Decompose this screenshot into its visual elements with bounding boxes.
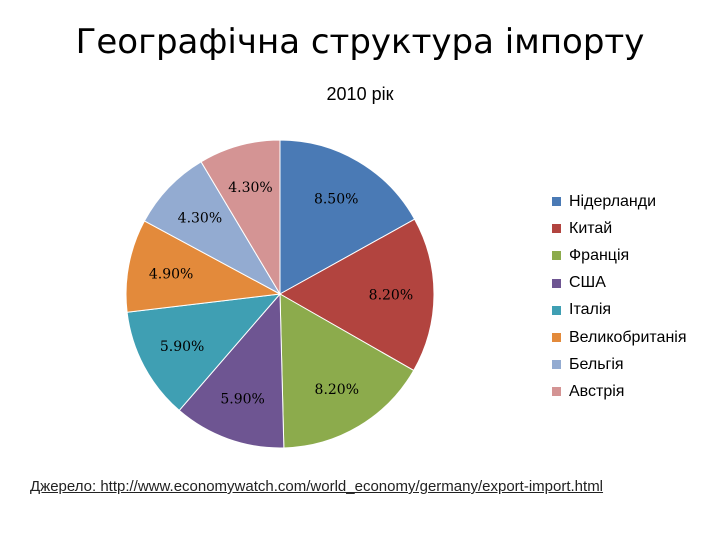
pie-slice-8 [200, 139, 281, 296]
legend-swatch [552, 278, 561, 288]
pie-slice-4 [178, 292, 285, 449]
legend-item-5: Італія [552, 297, 687, 324]
legend-swatch [552, 387, 561, 397]
legend-item-4: США [552, 270, 687, 297]
slice-label-8: 4.30% [228, 180, 272, 196]
source-note[interactable]: Джерело: http://www.economywatch.com/wor… [30, 476, 650, 498]
slice-label-1: 8.50% [314, 191, 358, 207]
legend-swatch [552, 305, 561, 315]
legend-item-2: Китай [552, 215, 687, 242]
chart-subtitle: 2010 рік [326, 84, 394, 104]
legend-label: Китай [569, 219, 613, 237]
slice-label-2: 8.20% [369, 288, 413, 304]
pie-slice-3 [279, 293, 415, 449]
pie-slice-5 [126, 293, 282, 412]
legend-swatch [552, 197, 561, 207]
legend-item-6: Великобританія [552, 324, 687, 351]
legend-item-8: Австрія [552, 378, 687, 405]
legend-item-3: Франція [552, 242, 687, 269]
legend-label: Великобританія [569, 328, 687, 346]
legend-label: Франція [569, 246, 630, 264]
legend-swatch [552, 224, 561, 234]
pie-slice-7 [143, 161, 282, 296]
slice-label-5: 5.90% [160, 339, 204, 355]
legend-label: Бельгія [569, 355, 624, 373]
slice-label-6: 4.90% [149, 266, 193, 282]
pie-slice-6 [125, 220, 282, 313]
chart-legend: Нідерланди Китай Франція США Італія Великобри… [552, 188, 687, 406]
legend-swatch [552, 360, 561, 370]
legend-label: Австрія [569, 382, 625, 400]
legend-item-1: Нідерланди [552, 188, 687, 215]
pie-slice-2 [278, 218, 435, 372]
legend-swatch [552, 333, 561, 343]
slice-label-3: 8.20% [315, 382, 359, 398]
slice-label-7: 4.30% [178, 210, 222, 226]
source-link[interactable]: http://www.economywatch.com/world_econom… [100, 478, 604, 495]
legend-swatch [552, 251, 561, 261]
slice-label-4: 5.90% [220, 391, 264, 407]
legend-label: Нідерланди [569, 192, 657, 210]
chart-title: Географічна структура імпорту [75, 22, 645, 62]
pie-slice-1 [279, 139, 416, 295]
legend-label: США [569, 274, 606, 292]
legend-item-7: Бельгія [552, 351, 687, 378]
source-prefix: Джерело: [30, 478, 101, 495]
legend-label: Італія [569, 301, 612, 319]
